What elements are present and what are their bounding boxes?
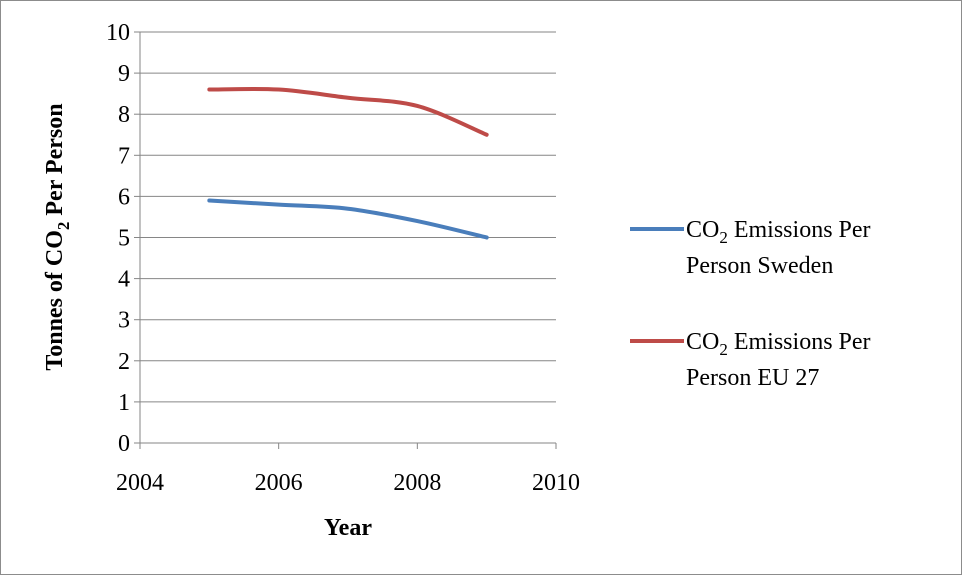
legend: CO2 Emissions Per Person Sweden CO2 Emis… xyxy=(630,217,871,391)
y-axis-title-suffix: Per Person xyxy=(42,103,68,221)
x-tick-labels: 2004 2006 2008 2010 xyxy=(116,443,580,496)
legend-label-eu27-suffix: Emissions Per xyxy=(728,329,871,355)
series-0-point-2009 xyxy=(486,237,488,238)
legend-label-sweden-prefix: CO xyxy=(686,217,719,243)
legend-label-sweden-line1: CO2 Emissions Per xyxy=(686,217,871,247)
series-0-point-2006 xyxy=(278,204,280,206)
y-axis-title-prefix: Tonnes of CO xyxy=(42,230,68,370)
x-tick-label-2006: 2006 xyxy=(255,470,303,496)
y-tick-label-4: 4 xyxy=(118,267,130,293)
legend-label-eu27-subscript: 2 xyxy=(719,340,728,359)
series-line-1 xyxy=(207,86,489,137)
x-tick-label-2004: 2004 xyxy=(116,470,164,496)
series-line-0 xyxy=(207,198,489,240)
y-tick-label-5: 5 xyxy=(118,226,130,252)
series-0-point-2007 xyxy=(347,208,349,210)
series-1-point-2008 xyxy=(416,105,418,107)
series-0-point-2008 xyxy=(416,220,418,222)
legend-label-sweden-subscript: 2 xyxy=(719,228,728,247)
x-axis-title: Year xyxy=(324,515,372,541)
y-tick-label-2: 2 xyxy=(118,349,130,375)
y-tick-label-6: 6 xyxy=(118,184,130,210)
gridlines xyxy=(140,31,556,403)
y-tick-label-10: 10 xyxy=(106,20,130,46)
legend-label-eu27-line2: Person EU 27 xyxy=(686,365,819,391)
series-1-point-2007 xyxy=(347,97,349,99)
y-tick-label-3: 3 xyxy=(118,308,130,334)
y-axis-title: Tonnes of CO2 Per Person xyxy=(42,103,73,370)
x-tick-label-2008: 2008 xyxy=(393,470,441,496)
series-1-point-2005 xyxy=(208,89,210,91)
y-tick-label-1: 1 xyxy=(118,390,130,416)
y-tick-labels: 0 1 2 3 4 5 6 7 8 9 10 xyxy=(106,20,140,457)
legend-entry-sweden: CO2 Emissions Per Person Sweden xyxy=(630,217,871,279)
series-0-point-2005 xyxy=(208,200,210,202)
legend-label-eu27-prefix: CO xyxy=(686,329,719,355)
legend-label-eu27-line1: CO2 Emissions Per xyxy=(686,329,871,359)
series-lines xyxy=(207,86,489,240)
series-1-point-2009 xyxy=(486,134,488,136)
legend-entry-eu27: CO2 Emissions Per Person EU 27 xyxy=(630,329,871,391)
x-tick-label-2010: 2010 xyxy=(532,470,580,496)
series-1-point-2006 xyxy=(278,89,280,91)
y-axis-title-subscript: 2 xyxy=(54,222,73,231)
y-tick-label-0: 0 xyxy=(118,431,130,457)
y-tick-label-9: 9 xyxy=(118,61,130,87)
y-tick-label-8: 8 xyxy=(118,102,130,128)
legend-label-sweden-line2: Person Sweden xyxy=(686,253,833,279)
legend-label-sweden-suffix: Emissions Per xyxy=(728,217,871,243)
y-tick-label-7: 7 xyxy=(118,143,130,169)
